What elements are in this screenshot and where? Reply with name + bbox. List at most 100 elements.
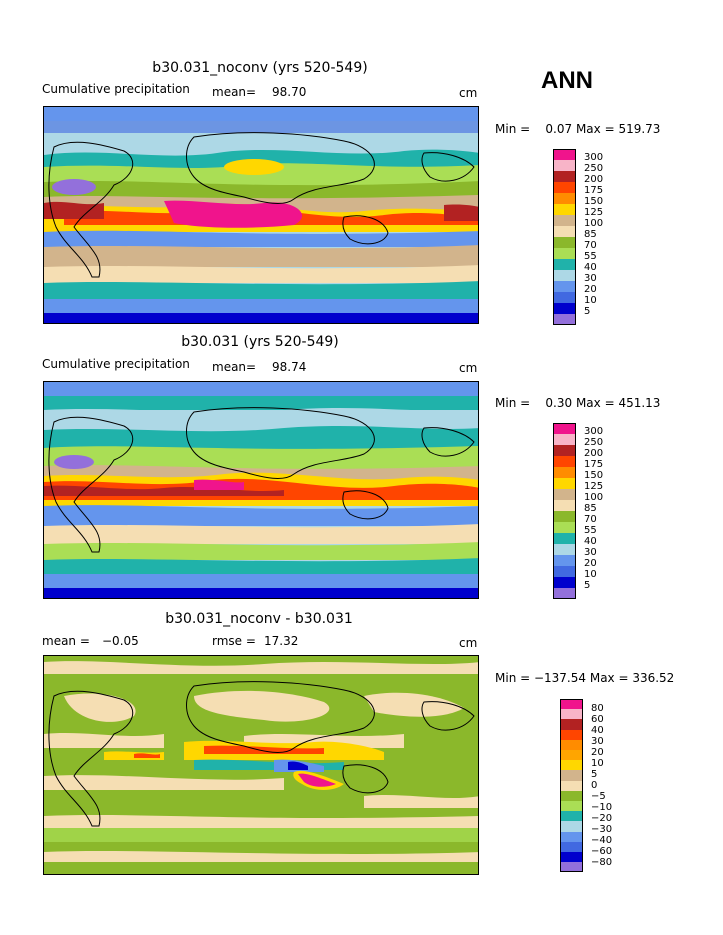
panel2-variable: Cumulative precipitation (42, 357, 190, 371)
legend-swatch (560, 780, 583, 791)
panel2-map-svg (44, 382, 478, 598)
legend-swatch (553, 456, 576, 467)
legend-swatch (553, 566, 576, 577)
legend-label: 70 (584, 514, 597, 525)
legend-label: 175 (584, 185, 604, 196)
legend-swatch (553, 489, 576, 500)
legend-label: −60 (591, 846, 613, 857)
legend-label: 85 (584, 503, 597, 514)
panel1-map (43, 106, 479, 324)
legend-swatch (553, 270, 576, 281)
legend-swatch (553, 544, 576, 555)
legend-swatch (553, 182, 576, 193)
panel1-map-svg (44, 107, 478, 323)
legend-swatch (560, 760, 583, 771)
panel1-title: b30.031_noconv (yrs 520-549) (152, 60, 368, 76)
legend-label: 85 (584, 229, 597, 240)
legend-swatch (553, 160, 576, 171)
legend-swatch (560, 841, 583, 852)
panel3-rmse-label: rmse = (212, 634, 256, 648)
legend-swatch (560, 719, 583, 730)
legend-label: 300 (584, 152, 604, 163)
legend-swatch (553, 303, 576, 314)
legend-swatch (560, 739, 583, 750)
panel1-mean-label: mean= (212, 85, 257, 99)
legend-swatch (553, 237, 576, 248)
legend-swatch (553, 577, 576, 588)
legend-swatch (553, 445, 576, 456)
legend-label: 40 (584, 536, 597, 547)
legend-label: 30 (591, 736, 604, 747)
legend-swatch (560, 862, 583, 873)
legend-swatch (553, 555, 576, 566)
legend-swatch (553, 500, 576, 511)
legend-swatch (553, 193, 576, 204)
legend-label: −10 (591, 802, 613, 813)
panel2-units: cm (459, 361, 478, 375)
legend-label: 10 (584, 295, 597, 306)
legend-label: −20 (591, 813, 613, 824)
legend-label: 125 (584, 207, 604, 218)
legend-label: 20 (584, 558, 597, 569)
legend-swatch (553, 522, 576, 533)
panel3-mean-label: mean = (42, 634, 90, 648)
legend-swatch (560, 699, 583, 710)
legend-frame (560, 699, 583, 873)
panel1-variable: Cumulative precipitation (42, 82, 190, 96)
panel3-title: b30.031_noconv - b30.031 (165, 611, 353, 627)
legend-label: 200 (584, 448, 604, 459)
legend-swatch (560, 709, 583, 720)
legend-swatch (553, 281, 576, 292)
panel2-map (43, 381, 479, 599)
legend-label: 30 (584, 547, 597, 558)
legend-swatch (560, 831, 583, 842)
legend-label: −80 (591, 857, 613, 868)
legend-label: 40 (591, 725, 604, 736)
legend-label: 40 (584, 262, 597, 273)
legend-label: 70 (584, 240, 597, 251)
legend-swatch (560, 750, 583, 761)
panel1-mean-value: 98.70 (272, 85, 307, 99)
legend-label: 5 (591, 769, 598, 780)
legend-label: 55 (584, 525, 597, 536)
legend-label: 200 (584, 174, 604, 185)
legend-label: 150 (584, 470, 604, 481)
legend-swatch (553, 292, 576, 303)
legend-swatch (560, 790, 583, 801)
legend-swatch (553, 259, 576, 270)
legend-swatch (553, 226, 576, 237)
legend-label: 80 (591, 703, 604, 714)
panel2-mean-label: mean= (212, 360, 257, 374)
legend-label: −30 (591, 824, 613, 835)
panel1-minmax: Min = 0.07 Max = 519.73 (495, 122, 661, 136)
panel2-title: b30.031 (yrs 520-549) (181, 334, 339, 350)
legend-swatch (553, 478, 576, 489)
legend-label: 55 (584, 251, 597, 262)
legend-label: 0 (591, 780, 598, 791)
legend-label: −40 (591, 835, 613, 846)
panel3-mean-value: −0.05 (102, 634, 139, 648)
legend-swatch (553, 248, 576, 259)
legend-label: 100 (584, 218, 604, 229)
panel3-map-svg (44, 656, 478, 874)
panel1-units: cm (459, 86, 478, 100)
legend-swatch (560, 729, 583, 740)
legend-swatch (553, 434, 576, 445)
legend-swatch (560, 770, 583, 781)
legend-swatch (553, 467, 576, 478)
legend-label: 30 (584, 273, 597, 284)
legend-label: 60 (591, 714, 604, 725)
legend-swatch (560, 811, 583, 822)
legend-swatch (560, 821, 583, 832)
panel3-map (43, 655, 479, 875)
legend-label: 250 (584, 163, 604, 174)
legend-label: 250 (584, 437, 604, 448)
legend-swatch (560, 801, 583, 812)
legend-label: 5 (584, 306, 591, 317)
panel3-units: cm (459, 636, 478, 650)
legend-swatch (553, 588, 576, 599)
legend-label: 100 (584, 492, 604, 503)
legend-frame (553, 149, 576, 325)
legend-label: 300 (584, 426, 604, 437)
legend-swatch (553, 149, 576, 160)
